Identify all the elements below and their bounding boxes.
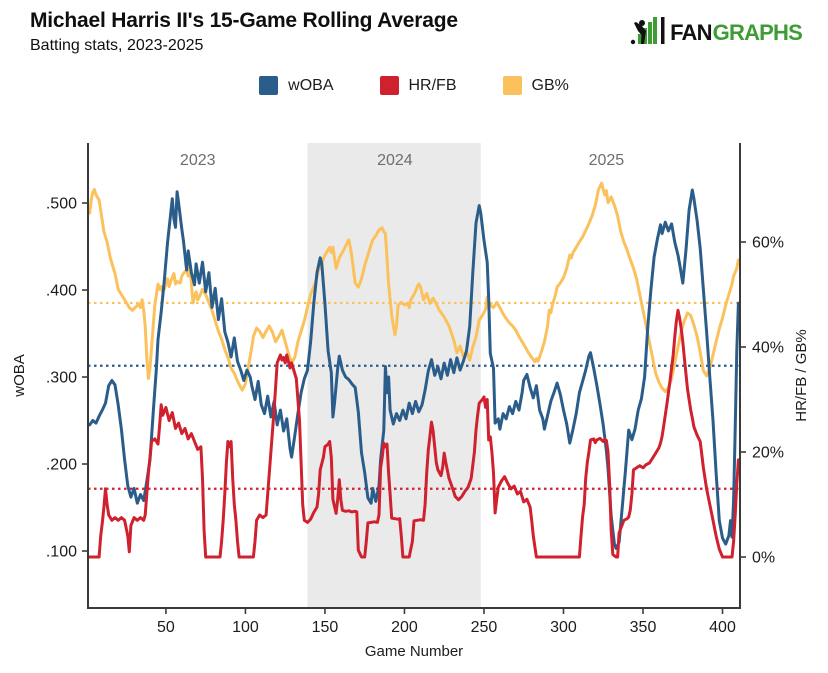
x-tick-label: 200 (391, 619, 418, 636)
x-tick-label: 250 (471, 619, 498, 636)
right-tick-label: 0% (752, 550, 775, 567)
series-line-woba (88, 188, 740, 550)
shaded-region-2024 (307, 143, 481, 608)
fangraphs-logo-icon (630, 15, 666, 50)
logo-text-fan: FAN (670, 19, 712, 45)
x-tick-label: 50 (157, 619, 175, 636)
legend-label-gb: GB% (531, 76, 569, 94)
left-tick-label: .500 (46, 196, 77, 213)
left-tick-label: .300 (46, 370, 77, 387)
series-line-hrfb (88, 308, 740, 559)
x-axis-title: Game Number (365, 643, 463, 660)
right-tick-label: 60% (752, 235, 784, 252)
x-tick-label: 100 (232, 619, 259, 636)
year-label-2025: 2025 (589, 152, 625, 169)
chart-legend: wOBA HR/FB GB% (0, 76, 828, 95)
left-tick-label: .400 (46, 283, 77, 300)
right-tick-label: 20% (752, 445, 784, 462)
legend-item-gb: GB% (502, 76, 569, 95)
right-axis-title: HR/FB / GB% (793, 329, 810, 422)
x-tick-label: 350 (630, 619, 657, 636)
legend-label-hrfb: HR/FB (408, 76, 457, 94)
x-tick-label: 300 (550, 619, 577, 636)
legend-label-woba: wOBA (288, 76, 334, 94)
year-label-2023: 2023 (180, 152, 216, 169)
left-tick-label: .100 (46, 544, 77, 561)
year-label-2024: 2024 (377, 152, 413, 169)
hrfb-swatch-icon (379, 76, 399, 95)
legend-item-hrfb: HR/FB (379, 76, 457, 95)
left-tick-label: .200 (46, 457, 77, 474)
fangraphs-logo: FAN GRAPHS (630, 15, 803, 50)
series-line-gb (88, 181, 740, 394)
legend-item-woba: wOBA (259, 76, 334, 95)
x-tick-label: 400 (709, 619, 736, 636)
x-tick-label: 150 (312, 619, 339, 636)
right-tick-label: 40% (752, 340, 784, 357)
left-axis-title: wOBA (11, 354, 28, 398)
page-title: Michael Harris II's 15-Game Rolling Aver… (30, 9, 458, 32)
woba-swatch-icon (259, 76, 279, 95)
logo-text-graphs: GRAPHS (712, 19, 803, 45)
page-subtitle: Batting stats, 2023-2025 (30, 37, 204, 54)
gb-swatch-icon (502, 76, 522, 95)
